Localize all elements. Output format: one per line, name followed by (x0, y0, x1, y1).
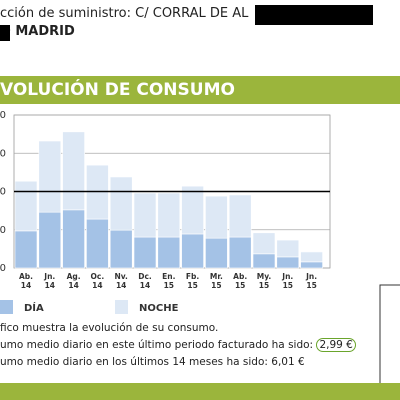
bar-segment (228, 194, 252, 238)
bar-segment (62, 209, 85, 269)
note: umo medio diario en este último periodo … (0, 338, 356, 352)
city: D MADRID (0, 24, 75, 39)
x-tick-label: Nv. 14 (114, 272, 128, 290)
bar-segment (228, 236, 252, 269)
bar-segment (181, 185, 204, 235)
redaction (0, 25, 10, 41)
x-tick-label: Ab. 15 (233, 272, 248, 290)
legend-label: NOCHE (139, 303, 179, 314)
x-tick-label: Jn. 14 (44, 272, 56, 290)
bar-segment (205, 195, 228, 239)
x-tick-label: Mr. 15 (209, 272, 223, 290)
bar-segment (38, 140, 62, 213)
bar-segment (133, 192, 157, 238)
note-value: 2,99 € (316, 338, 356, 352)
bar-segment (133, 236, 157, 269)
legend-swatch (0, 300, 13, 314)
bar-segment (109, 176, 133, 231)
y-tick-label: 0 (0, 263, 6, 274)
x-tick-label: Jn. 15 (282, 272, 294, 290)
x-tick-label: Jn. 15 (306, 272, 318, 290)
x-tick-label: Dc. 14 (138, 272, 152, 290)
bar-segment (252, 253, 276, 269)
note: umo medio diario en los últimos 14 meses… (0, 356, 305, 368)
y-tick-label: 10 (0, 225, 6, 236)
legend-label: DÍA (24, 301, 44, 314)
bar-segment (14, 230, 38, 269)
bar-segment (86, 218, 109, 269)
x-tick-label: Fb. 15 (185, 272, 200, 290)
bottom-band (0, 383, 400, 400)
note: fico muestra la evolución de su consumo. (0, 322, 219, 334)
legend-swatch (115, 300, 128, 314)
bar-segment (157, 236, 181, 269)
x-tick-label: En. 15 (162, 272, 176, 290)
y-tick-label: 30 (0, 148, 6, 159)
bar-segment (62, 131, 85, 211)
side-panel (379, 284, 400, 400)
bar-segment (276, 239, 300, 258)
x-tick-label: My. 15 (256, 272, 272, 290)
section-band (0, 76, 400, 104)
section-title: VOLUCIÓN DE CONSUMO (0, 80, 235, 100)
bar-segment (181, 233, 204, 269)
x-tick-label: Oc. 14 (90, 272, 105, 290)
bar-segment (300, 251, 323, 263)
bar-segment (157, 192, 181, 238)
bar-segment (38, 211, 62, 269)
address-text: cción de suministro: C/ CORRAL DE AL (0, 6, 249, 21)
note-text: umo medio diario en este último periodo … (0, 339, 317, 351)
redaction (255, 5, 373, 25)
y-tick-label: 40 (0, 110, 6, 121)
bar-segment (300, 261, 323, 269)
x-tick-label: Ag. 14 (66, 272, 81, 290)
bar-segment (14, 180, 38, 232)
x-tick-label: Ab. 14 (18, 272, 34, 290)
bar-segment (276, 256, 300, 269)
supply-address: cción de suministro: C/ CORRAL DE AL (0, 6, 248, 21)
bar-segment (205, 237, 228, 269)
bar-segment (109, 229, 133, 269)
y-tick-label: 20 (0, 187, 6, 198)
bar-segment (252, 232, 276, 255)
